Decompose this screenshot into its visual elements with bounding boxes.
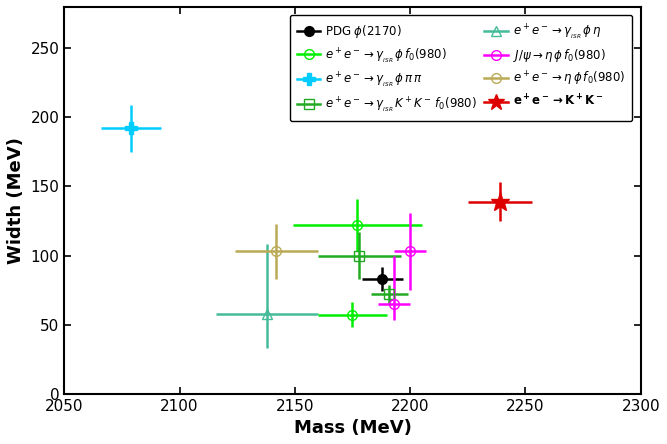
Legend: PDG $\phi$(2170), $e^+e^- \rightarrow \gamma_{_{ISR}}\,\phi\,f_0(980)$, $e^+e^- : PDG $\phi$(2170), $e^+e^- \rightarrow \g… <box>289 15 632 121</box>
X-axis label: Mass (MeV): Mass (MeV) <box>293 419 412 437</box>
Y-axis label: Width (MeV): Width (MeV) <box>7 137 25 264</box>
